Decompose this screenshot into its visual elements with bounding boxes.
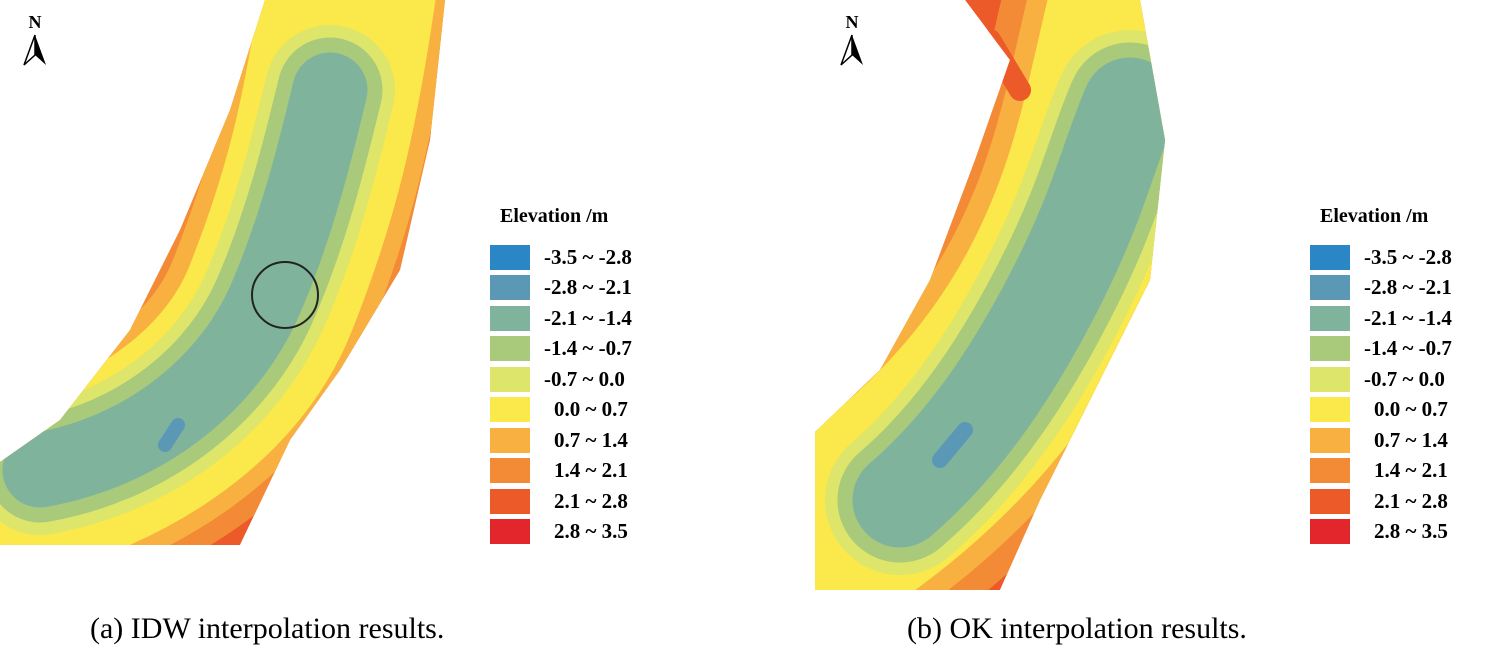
legend-label: 0.0 ~ 0.7 bbox=[554, 397, 628, 422]
caption-a: (a) IDW interpolation results. bbox=[90, 612, 445, 645]
legend-label: 2.8 ~ 3.5 bbox=[1374, 519, 1448, 544]
panel-ok: N Elevation /m -3.5 ~ -2.8 -2.8 ~ -2.1 -2.… bbox=[747, 0, 1494, 661]
legend-item: 2.1 ~ 2.8 bbox=[1310, 486, 1494, 517]
legend-swatch bbox=[490, 458, 530, 484]
elevation-zone bbox=[932, 422, 973, 468]
legend-label: -0.7 ~ 0.0 bbox=[544, 366, 625, 391]
legend-label: -2.1 ~ -1.4 bbox=[1364, 305, 1452, 330]
legend-title: Elevation /m bbox=[500, 205, 609, 227]
legend-item: -2.8 ~ -2.1 bbox=[1310, 273, 1494, 304]
elevation-zone bbox=[2, 52, 368, 508]
legend-item: -2.1 ~ -1.4 bbox=[1310, 303, 1494, 334]
legend-item: -3.5 ~ -2.8 bbox=[1310, 242, 1494, 273]
legend-swatch bbox=[490, 366, 530, 392]
legend-swatch bbox=[1310, 366, 1350, 392]
legend-item: -1.4 ~ -0.7 bbox=[1310, 334, 1494, 365]
legend-swatch bbox=[1310, 275, 1350, 301]
legend-swatch bbox=[1310, 458, 1350, 484]
legend-item: 2.8 ~ 3.5 bbox=[1310, 517, 1494, 548]
legend-label: 2.1 ~ 2.8 bbox=[554, 488, 628, 513]
legend-label: 2.8 ~ 3.5 bbox=[554, 519, 628, 544]
legend-label: 1.4 ~ 2.1 bbox=[554, 458, 628, 483]
legend-swatch bbox=[1310, 488, 1350, 514]
legend-swatch bbox=[490, 275, 530, 301]
legend-swatch bbox=[1310, 427, 1350, 453]
legend-item: -1.4 ~ -0.7 bbox=[490, 334, 690, 365]
legend-label: -3.5 ~ -2.8 bbox=[1364, 244, 1452, 269]
legend-label: 1.4 ~ 2.1 bbox=[1374, 458, 1448, 483]
legend-swatch bbox=[490, 397, 530, 423]
legend-item: -2.8 ~ -2.1 bbox=[490, 273, 690, 304]
legend-label: 0.7 ~ 1.4 bbox=[1374, 427, 1448, 452]
annotation-circle bbox=[251, 261, 319, 329]
legend-item: 0.0 ~ 0.7 bbox=[1310, 395, 1494, 426]
legend-label: -1.4 ~ -0.7 bbox=[544, 336, 632, 361]
legend-label: 0.7 ~ 1.4 bbox=[554, 427, 628, 452]
legend-item: -2.1 ~ -1.4 bbox=[490, 303, 690, 334]
legend-label: -2.8 ~ -2.1 bbox=[544, 275, 632, 300]
legend-swatch bbox=[1310, 305, 1350, 331]
legend-label: -2.1 ~ -1.4 bbox=[544, 305, 632, 330]
north-arrow: N bbox=[837, 12, 867, 72]
legend-label: 0.0 ~ 0.7 bbox=[1374, 397, 1448, 422]
north-label: N bbox=[28, 12, 42, 32]
legend-item: 0.7 ~ 1.4 bbox=[1310, 425, 1494, 456]
legend-item: 0.0 ~ 0.7 bbox=[490, 395, 690, 426]
legend-item: 2.1 ~ 2.8 bbox=[490, 486, 690, 517]
legend-swatch bbox=[490, 244, 530, 270]
legend-item: 1.4 ~ 2.1 bbox=[1310, 456, 1494, 487]
north-arrow: N bbox=[20, 12, 50, 72]
legend-label: 2.1 ~ 2.8 bbox=[1374, 488, 1448, 513]
legend-item: -0.7 ~ 0.0 bbox=[1310, 364, 1494, 395]
legend-title: Elevation /m bbox=[1320, 205, 1429, 227]
legend-label: -2.8 ~ -2.1 bbox=[1364, 275, 1452, 300]
legend-label: -0.7 ~ 0.0 bbox=[1364, 366, 1445, 391]
legend: Elevation /m -3.5 ~ -2.8 -2.8 ~ -2.1 -2.1 … bbox=[490, 205, 690, 547]
legend-swatch bbox=[490, 488, 530, 514]
legend-swatch bbox=[490, 519, 530, 545]
idw-elevation-map bbox=[0, 0, 445, 545]
legend-swatch bbox=[490, 305, 530, 331]
legend-item: -0.7 ~ 0.0 bbox=[490, 364, 690, 395]
legend-item: 2.8 ~ 3.5 bbox=[490, 517, 690, 548]
legend-swatch bbox=[1310, 397, 1350, 423]
caption-b: (b) OK interpolation results. bbox=[907, 612, 1247, 645]
legend-swatch bbox=[1310, 336, 1350, 362]
legend-label: -1.4 ~ -0.7 bbox=[1364, 336, 1452, 361]
north-arrow-icon bbox=[23, 34, 46, 66]
north-label: N bbox=[845, 12, 859, 32]
legend-swatch bbox=[490, 336, 530, 362]
legend-swatch bbox=[1310, 519, 1350, 545]
legend-swatch bbox=[1310, 244, 1350, 270]
panel-idw: N Elevation /m -3.5 ~ -2.8 -2.8 ~ -2.1 -2.… bbox=[0, 0, 690, 645]
legend-item: 1.4 ~ 2.1 bbox=[490, 456, 690, 487]
legend-item: 0.7 ~ 1.4 bbox=[490, 425, 690, 456]
north-arrow-icon bbox=[840, 34, 863, 66]
legend: Elevation /m -3.5 ~ -2.8 -2.8 ~ -2.1 -2.1 … bbox=[1310, 205, 1494, 547]
legend-swatch bbox=[490, 427, 530, 453]
ok-elevation-map bbox=[815, 0, 1165, 590]
legend-item: -3.5 ~ -2.8 bbox=[490, 242, 690, 273]
legend-label: -3.5 ~ -2.8 bbox=[544, 244, 632, 269]
elevation-zone bbox=[158, 418, 185, 452]
